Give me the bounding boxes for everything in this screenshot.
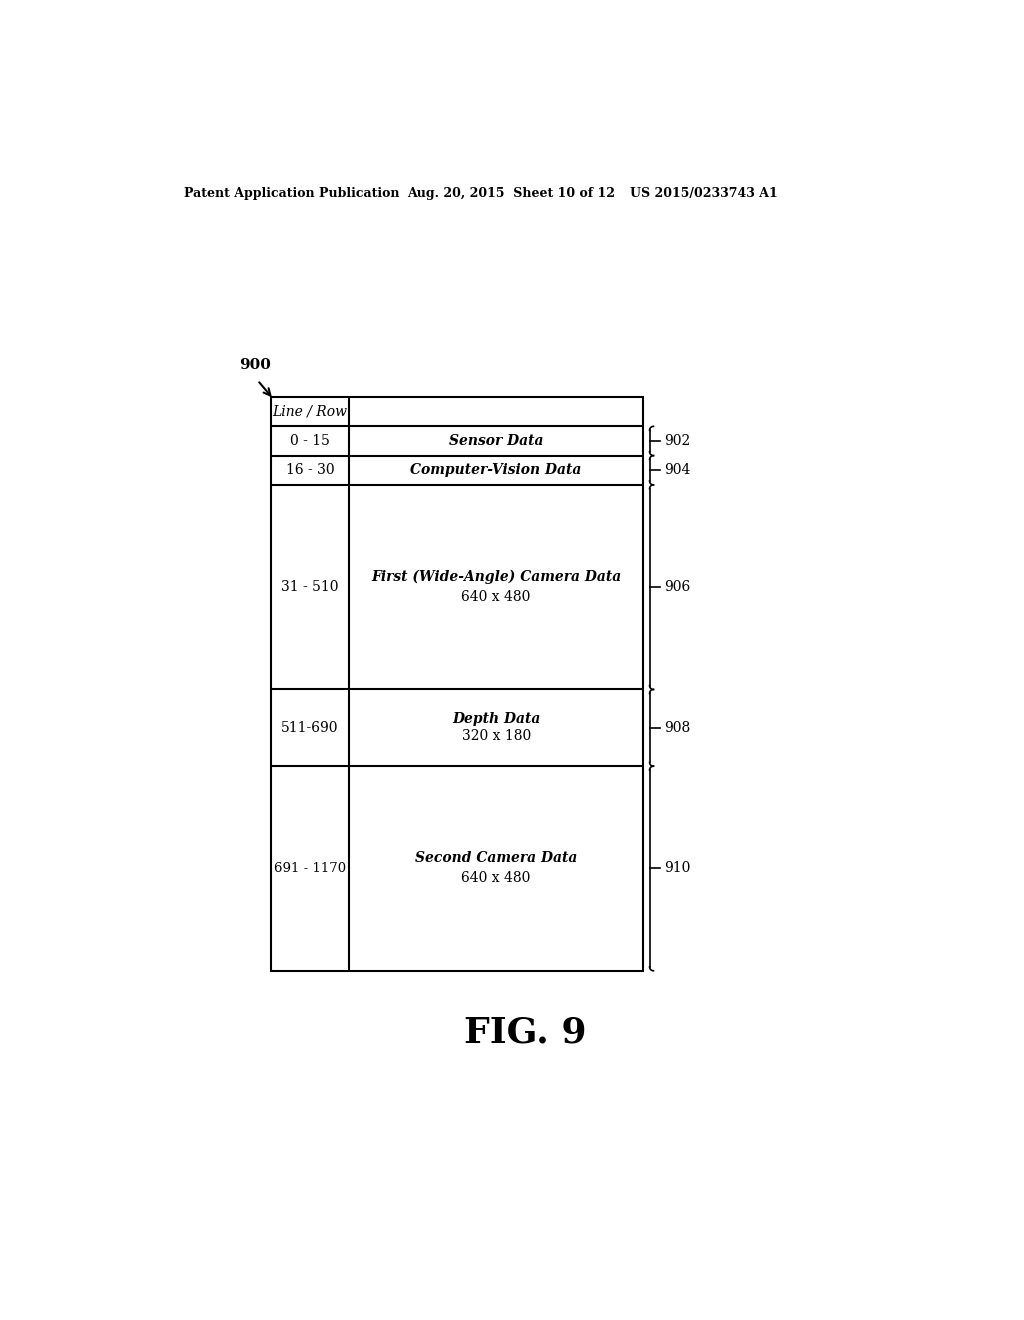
Text: Line / Row: Line / Row [272, 405, 347, 418]
Text: 320 x 180: 320 x 180 [462, 729, 530, 743]
Text: First (Wide-Angle) Camera Data: First (Wide-Angle) Camera Data [371, 570, 622, 585]
Text: Patent Application Publication: Patent Application Publication [183, 186, 399, 199]
Text: 900: 900 [239, 358, 270, 372]
Text: 640 x 480: 640 x 480 [462, 871, 530, 886]
Text: 908: 908 [665, 721, 690, 735]
Text: 0 - 15: 0 - 15 [290, 434, 330, 447]
Text: 910: 910 [665, 862, 690, 875]
Text: Sensor Data: Sensor Data [449, 434, 544, 447]
Text: 16 - 30: 16 - 30 [286, 463, 335, 478]
Text: 906: 906 [665, 581, 690, 594]
Text: Computer-Vision Data: Computer-Vision Data [411, 463, 582, 478]
Text: 31 - 510: 31 - 510 [282, 581, 339, 594]
Text: Depth Data: Depth Data [452, 713, 541, 726]
Text: US 2015/0233743 A1: US 2015/0233743 A1 [630, 186, 778, 199]
Text: FIG. 9: FIG. 9 [464, 1015, 586, 1049]
Text: Second Camera Data: Second Camera Data [415, 851, 578, 866]
Text: 902: 902 [665, 434, 690, 447]
Text: 904: 904 [665, 463, 690, 478]
Text: Aug. 20, 2015  Sheet 10 of 12: Aug. 20, 2015 Sheet 10 of 12 [407, 186, 615, 199]
Text: 691 - 1170: 691 - 1170 [274, 862, 346, 875]
Text: 511-690: 511-690 [282, 721, 339, 735]
Text: 640 x 480: 640 x 480 [462, 590, 530, 605]
Bar [271, 397, 643, 970]
